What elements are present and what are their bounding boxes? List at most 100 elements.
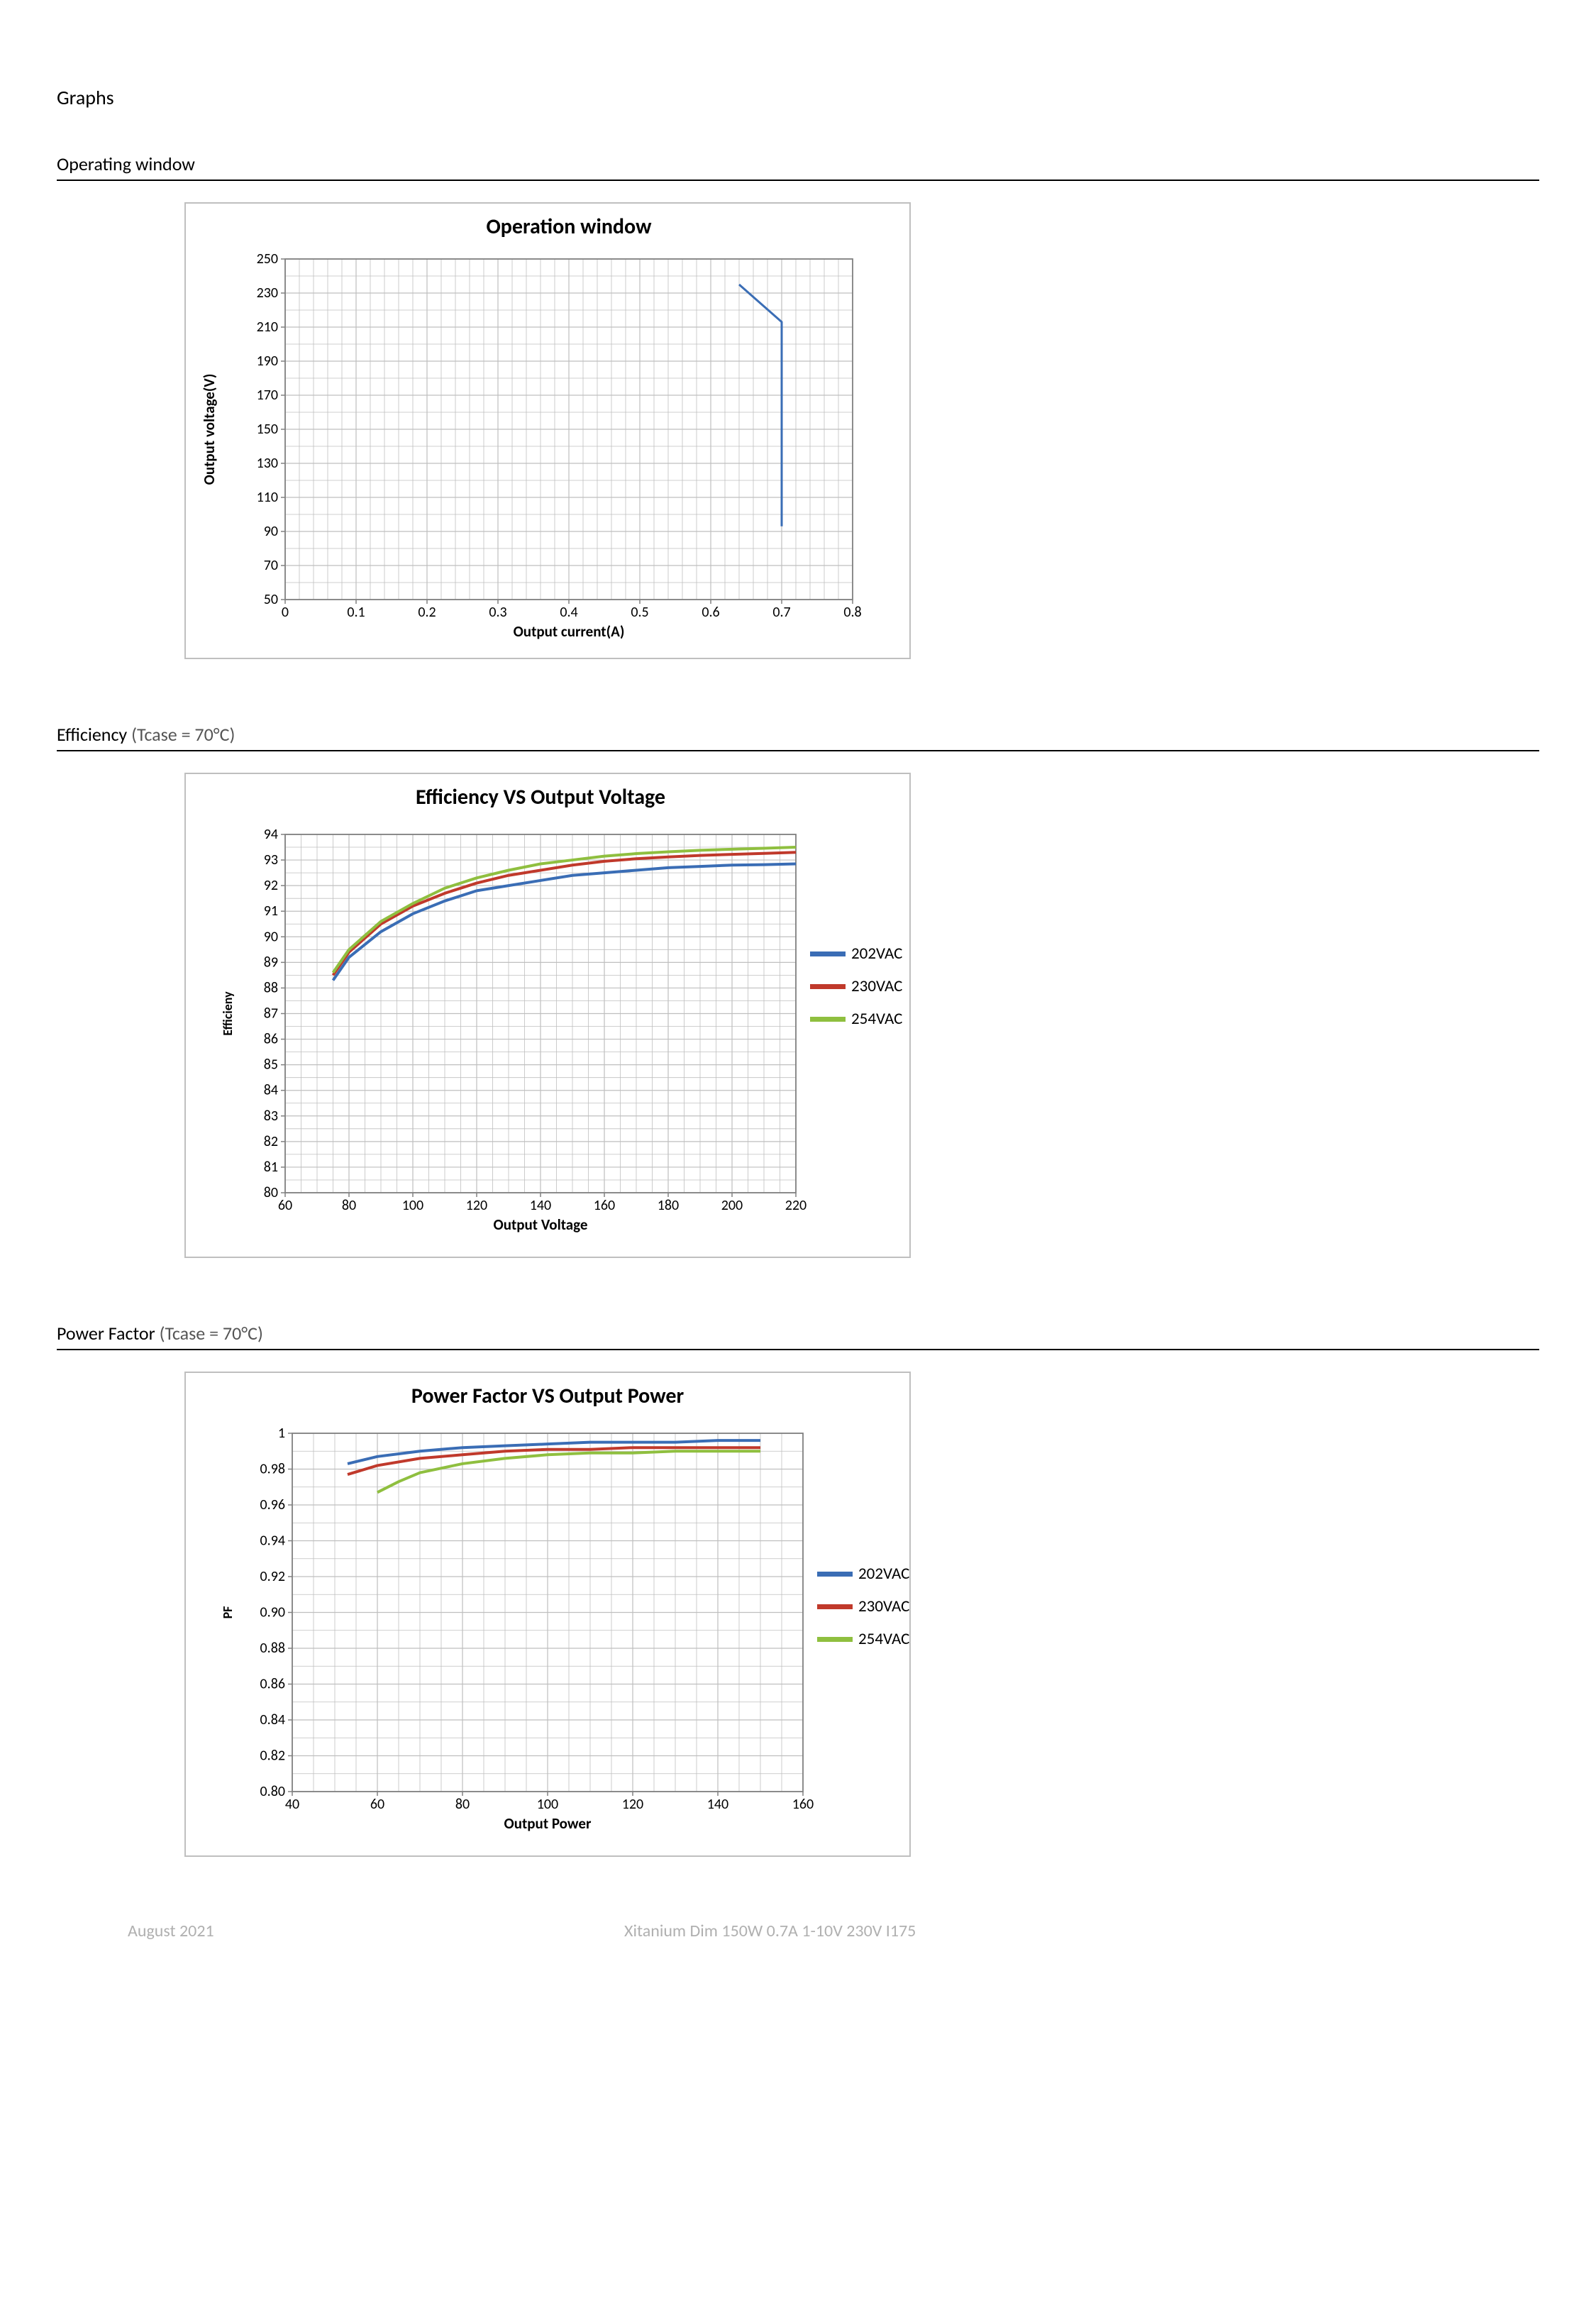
- x-tick: 60: [278, 1197, 292, 1214]
- legend-label: 254VAC: [858, 1629, 909, 1649]
- legend-label: 202VAC: [858, 1564, 909, 1584]
- x-tick: 60: [370, 1796, 384, 1813]
- y-tick: 90: [264, 523, 278, 540]
- footer-date: August 2021: [57, 1921, 553, 1941]
- y-tick: 0.90: [260, 1604, 285, 1621]
- x-tick: 100: [537, 1796, 558, 1813]
- heading-main: Efficiency: [57, 723, 127, 746]
- y-tick: 0.82: [260, 1748, 285, 1765]
- heading-operating-window: Operating window: [57, 153, 1539, 181]
- x-tick: 80: [455, 1796, 470, 1813]
- series-202VAC: [333, 864, 797, 980]
- chart-power-factor: Power Factor VS Output Power406080100120…: [184, 1372, 1539, 1857]
- x-tick: 0: [282, 604, 289, 621]
- y-tick: 93: [264, 851, 278, 868]
- x-tick: 80: [342, 1197, 356, 1214]
- y-tick: 210: [257, 319, 278, 336]
- chart3-frame: Power Factor VS Output Power406080100120…: [184, 1372, 911, 1857]
- y-tick: 89: [264, 954, 278, 971]
- heading-text: Efficiency (Tcase = 70°C): [57, 723, 235, 746]
- chart-operating-window: Operation window 0 0.1 0.2 0.3 0.4 0.5 0.6 0.7 0.…: [184, 202, 1539, 659]
- chart-title: Efficiency VS Output Voltage: [416, 784, 665, 810]
- page-footer: August 2021 Xitanium Dim 150W 0.7A 1-10V…: [57, 1921, 1539, 1941]
- footer-product: Xitanium Dim 150W 0.7A 1-10V 230V I175: [553, 1921, 1539, 1941]
- heading-text: Power Factor (Tcase = 70°C): [57, 1322, 263, 1345]
- x-tick: 100: [402, 1197, 423, 1214]
- y-tick: 83: [264, 1108, 278, 1125]
- y-tick: 90: [264, 928, 278, 945]
- series-op-window: [739, 285, 782, 526]
- x-tick: 0.1: [347, 604, 365, 621]
- x-tick: 140: [530, 1197, 551, 1214]
- y-tick: 0.98: [260, 1461, 285, 1478]
- legend-swatch: [817, 1604, 853, 1609]
- y-tick: 0.92: [260, 1568, 285, 1585]
- y-tick: 130: [257, 455, 278, 472]
- page: Graphs Operating window Operation window…: [0, 0, 1596, 1984]
- x-tick: 0.2: [418, 604, 436, 621]
- x-tick: 200: [721, 1197, 743, 1214]
- heading-note: (Tcase = 70°C): [155, 1322, 263, 1345]
- y-tick: 85: [264, 1057, 278, 1074]
- chart2-frame: Efficiency VS Output Voltage608010012014…: [184, 773, 911, 1258]
- y-axis-label: Output voltage(V): [200, 374, 218, 485]
- x-axis-label: Output current(A): [514, 622, 625, 641]
- section-title: Graphs: [57, 85, 1539, 110]
- chart1-frame: Operation window 0 0.1 0.2 0.3 0.4 0.5 0.6 0.7 0.…: [184, 202, 911, 659]
- y-tick: 0.84: [260, 1711, 285, 1728]
- x-tick: 120: [622, 1796, 643, 1813]
- x-tick: 0.4: [560, 604, 577, 621]
- heading-efficiency: Efficiency (Tcase = 70°C): [57, 723, 1539, 751]
- x-tick: 160: [594, 1197, 615, 1214]
- legend-swatch: [810, 984, 846, 989]
- legend-label: 230VAC: [851, 976, 902, 996]
- legend-label: 202VAC: [851, 944, 902, 964]
- y-tick: 170: [257, 387, 278, 404]
- y-tick: 94: [264, 826, 278, 843]
- heading-note: (Tcase = 70°C): [127, 723, 235, 746]
- x-tick: 0.8: [843, 604, 861, 621]
- legend-label: 230VAC: [858, 1596, 909, 1616]
- y-tick: 230: [257, 285, 278, 302]
- legend-swatch: [810, 1017, 846, 1022]
- y-tick: 70: [264, 557, 278, 574]
- chart-title: Operation window: [487, 214, 653, 240]
- y-tick: 86: [264, 1031, 278, 1048]
- y-tick: 92: [264, 877, 278, 894]
- y-axis-label: PF: [220, 1606, 235, 1619]
- heading-power-factor: Power Factor (Tcase = 70°C): [57, 1322, 1539, 1350]
- y-tick: 190: [257, 353, 278, 370]
- y-tick: 0.94: [260, 1533, 285, 1550]
- x-tick: 0.6: [702, 604, 719, 621]
- x-tick: 140: [707, 1796, 728, 1813]
- legend-swatch: [817, 1637, 853, 1642]
- y-tick: 50: [264, 591, 278, 608]
- x-tick: 0.5: [631, 604, 648, 621]
- x-tick: 40: [285, 1796, 299, 1813]
- y-tick: 110: [257, 489, 278, 506]
- y-tick: 150: [257, 421, 278, 438]
- series-230VAC: [333, 852, 797, 975]
- legend-swatch: [810, 951, 846, 956]
- legend-label: 254VAC: [851, 1009, 902, 1029]
- y-tick: 0.86: [260, 1676, 285, 1693]
- y-axis-label: Efficieny: [220, 991, 235, 1036]
- x-tick: 220: [785, 1197, 807, 1214]
- heading-main: Power Factor: [57, 1322, 155, 1345]
- y-tick: 88: [264, 979, 278, 996]
- y-tick: 0.88: [260, 1640, 285, 1657]
- x-tick: 180: [658, 1197, 679, 1214]
- x-tick: 120: [466, 1197, 487, 1214]
- x-axis-label: Output Power: [504, 1814, 592, 1833]
- x-tick: 0.7: [772, 604, 790, 621]
- y-tick: 84: [264, 1082, 278, 1099]
- x-tick: 0.3: [489, 604, 506, 621]
- y-tick: 81: [264, 1159, 278, 1176]
- chart-efficiency: Efficiency VS Output Voltage608010012014…: [184, 773, 1539, 1258]
- y-tick: 0.80: [260, 1783, 285, 1800]
- y-tick: 80: [264, 1184, 278, 1201]
- heading-text: Operating window: [57, 153, 195, 175]
- x-tick: 160: [792, 1796, 814, 1813]
- y-tick: 1: [278, 1425, 285, 1442]
- x-axis-label: Output Voltage: [494, 1215, 588, 1234]
